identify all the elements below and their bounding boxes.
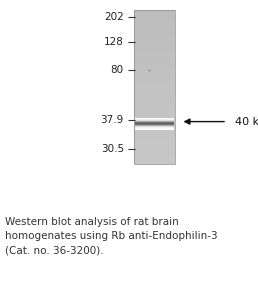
Bar [134,126,175,128]
Bar [134,154,175,157]
Bar [134,118,175,121]
Bar [134,157,175,159]
Bar [134,121,175,123]
Bar [135,118,174,119]
Bar [135,120,174,121]
Bar [134,134,175,136]
Bar [135,123,174,124]
Bar [134,136,175,139]
Bar [134,18,175,20]
Text: 202: 202 [104,12,124,22]
Bar [134,59,175,61]
Bar [134,61,175,64]
Bar [134,149,175,152]
Bar [135,119,174,120]
Bar [134,64,175,67]
Bar [134,92,175,95]
Bar [134,10,175,13]
Bar [134,162,175,164]
Bar [134,131,175,134]
Text: 37.9: 37.9 [101,114,124,124]
Text: 40 kDa: 40 kDa [235,117,258,127]
Bar [135,129,174,130]
Bar [134,31,175,33]
Bar [134,159,175,162]
Bar [134,90,175,92]
Bar [134,98,175,100]
Bar [134,95,175,98]
Bar [135,121,174,122]
Bar [134,116,175,118]
Bar [134,100,175,103]
Bar [134,46,175,49]
Bar [134,82,175,85]
Bar [134,56,175,59]
Text: Western blot analysis of rat brain
homogenates using Rb anti-Endophilin-3
(Cat. : Western blot analysis of rat brain homog… [5,217,218,255]
Bar [134,113,175,116]
Bar [134,25,175,28]
Bar [134,69,175,72]
Bar [134,10,175,164]
Bar [134,74,175,77]
Bar [135,127,174,128]
Text: 30.5: 30.5 [101,144,124,154]
Bar [134,23,175,25]
Bar [134,123,175,126]
Bar [134,128,175,131]
Bar [135,128,174,129]
Bar [134,38,175,41]
Bar [135,122,174,123]
Bar [134,43,175,46]
Bar [134,72,175,74]
Bar [134,51,175,54]
Bar [134,77,175,80]
Bar [134,49,175,51]
Bar [135,126,174,127]
Bar [134,28,175,31]
Bar [134,54,175,56]
Bar [134,13,175,15]
Bar [134,67,175,69]
Bar [134,144,175,146]
Bar [134,141,175,144]
Text: 128: 128 [104,37,124,47]
Bar [134,20,175,23]
Bar [134,146,175,149]
Bar [134,80,175,82]
Bar [135,124,174,125]
Bar [134,103,175,105]
Bar [134,139,175,141]
Bar [134,105,175,108]
Bar [134,110,175,113]
Bar [134,85,175,87]
Bar [134,36,175,38]
Text: 80: 80 [111,65,124,76]
Bar [134,108,175,110]
FancyArrowPatch shape [185,119,224,124]
Bar [134,152,175,154]
Bar [134,41,175,43]
Bar [134,33,175,36]
Bar [134,15,175,18]
Bar [134,87,175,90]
Bar [135,125,174,126]
